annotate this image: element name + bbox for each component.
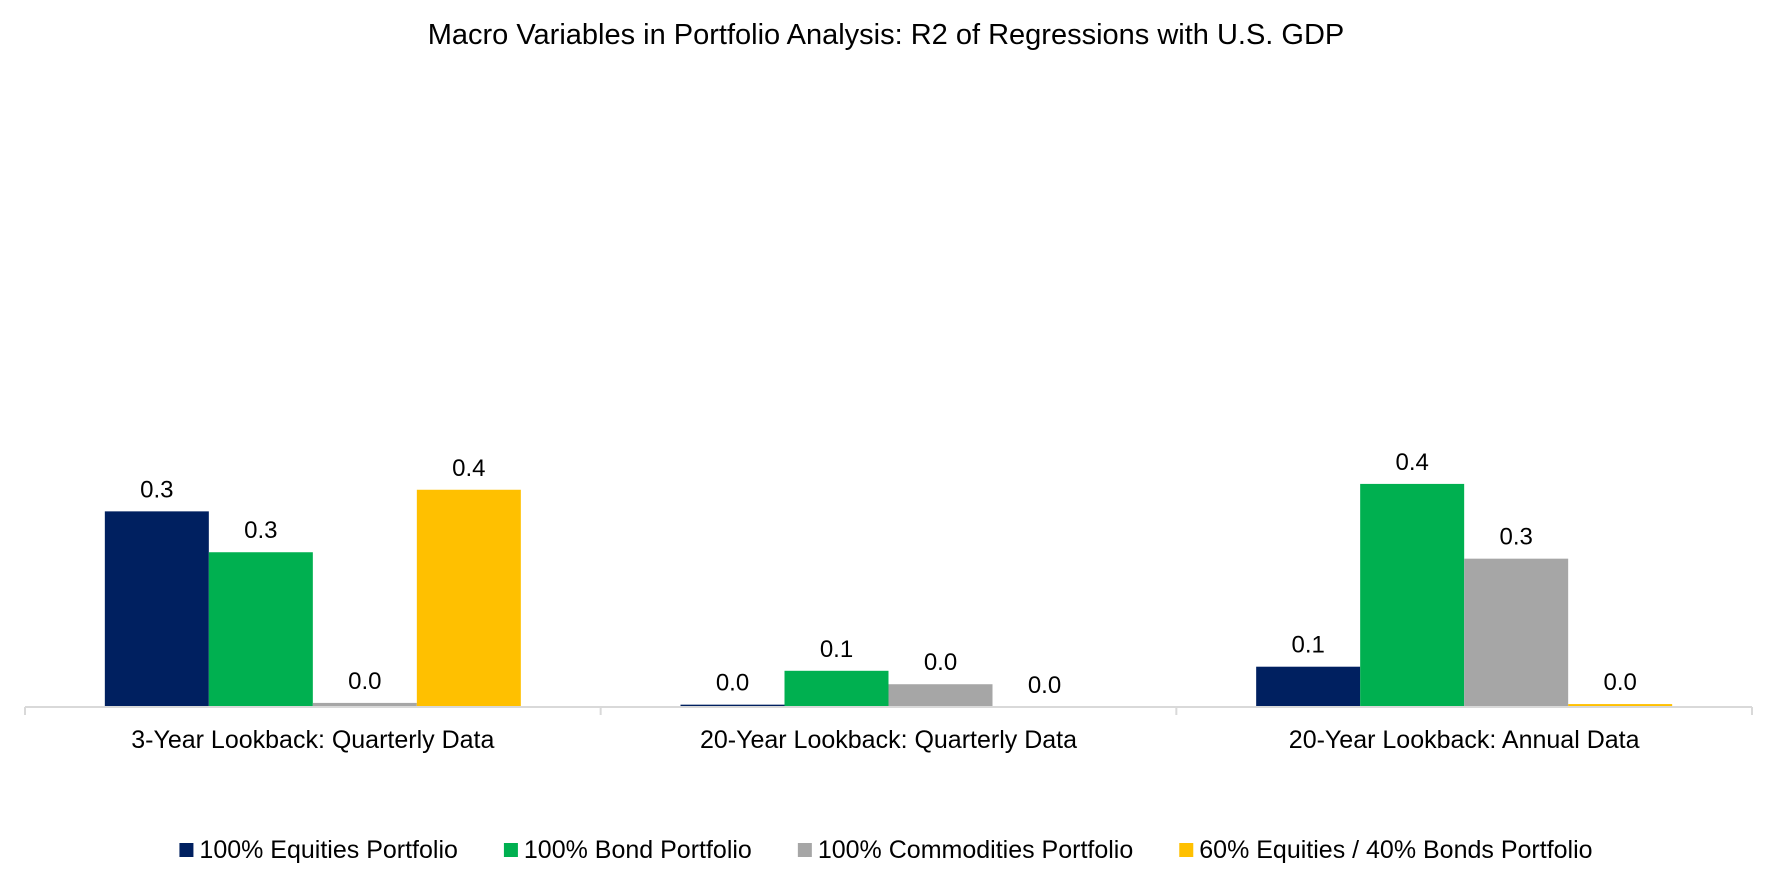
bar-1-1 xyxy=(104,511,209,707)
bar-3-1 xyxy=(312,702,417,707)
legend-label-2: 100% Bond Portfolio xyxy=(524,836,752,864)
bar-2-3 xyxy=(1360,483,1465,707)
x-tick-label-2: 20-Year Lookback: Quarterly Data xyxy=(700,726,1077,754)
legend: 100% Equities Portfolio 100% Bond Portfol… xyxy=(179,836,1593,864)
bar-2-1 xyxy=(208,552,313,707)
bar-2-2 xyxy=(784,670,889,707)
data-label-4-1: 0.4 xyxy=(452,455,485,482)
bar-1-3 xyxy=(1256,666,1361,707)
data-label-3-3: 0.3 xyxy=(1499,524,1532,551)
legend-item-1: 100% Equities Portfolio xyxy=(179,836,458,864)
legend-swatch-3 xyxy=(797,843,812,857)
data-label-2-3: 0.4 xyxy=(1395,449,1428,476)
data-labels-layer: 0.3 0.3 0.0 0.4 0.0 0.1 0.0 0.0 0.1 0.4 0.3 0.0 xyxy=(140,449,1637,699)
legend-label-1: 100% Equities Portfolio xyxy=(199,836,457,864)
legend-swatch-2 xyxy=(503,843,518,857)
data-label-1-2: 0.0 xyxy=(716,670,749,697)
x-tick-label-1: 3-Year Lookback: Quarterly Data xyxy=(131,726,494,754)
data-label-3-2: 0.0 xyxy=(924,649,957,676)
data-label-2-2: 0.1 xyxy=(820,636,853,663)
legend-swatch-1 xyxy=(179,843,194,857)
legend-label-3: 100% Commodities Portfolio xyxy=(818,836,1133,864)
bar-3-3 xyxy=(1464,558,1569,707)
bar-4-3 xyxy=(1568,704,1673,707)
data-label-2-1: 0.3 xyxy=(244,517,277,544)
legend-item-2: 100% Bond Portfolio xyxy=(503,836,752,864)
data-label-1-3: 0.1 xyxy=(1291,632,1324,659)
data-label-1-1: 0.3 xyxy=(140,476,173,503)
x-tick-label-3: 20-Year Lookback: Annual Data xyxy=(1289,726,1640,754)
legend-label-4: 60% Equities / 40% Bonds Portfolio xyxy=(1199,836,1592,864)
data-label-4-3: 0.0 xyxy=(1603,669,1636,696)
data-label-4-2: 0.0 xyxy=(1028,672,1061,699)
x-axis: 3-Year Lookback: Quarterly Data 20-Year L… xyxy=(24,706,1753,754)
chart-title: Macro Variables in Portfolio Analysis: R… xyxy=(428,19,1345,51)
legend-item-3: 100% Commodities Portfolio xyxy=(797,836,1133,864)
legend-item-4: 60% Equities / 40% Bonds Portfolio xyxy=(1179,836,1593,864)
bar-1-2 xyxy=(680,704,785,707)
bar-4-1 xyxy=(416,489,521,707)
legend-swatch-4 xyxy=(1179,843,1194,857)
bars-layer xyxy=(104,483,1673,707)
data-label-3-1: 0.0 xyxy=(348,668,381,695)
bar-3-2 xyxy=(888,684,993,707)
